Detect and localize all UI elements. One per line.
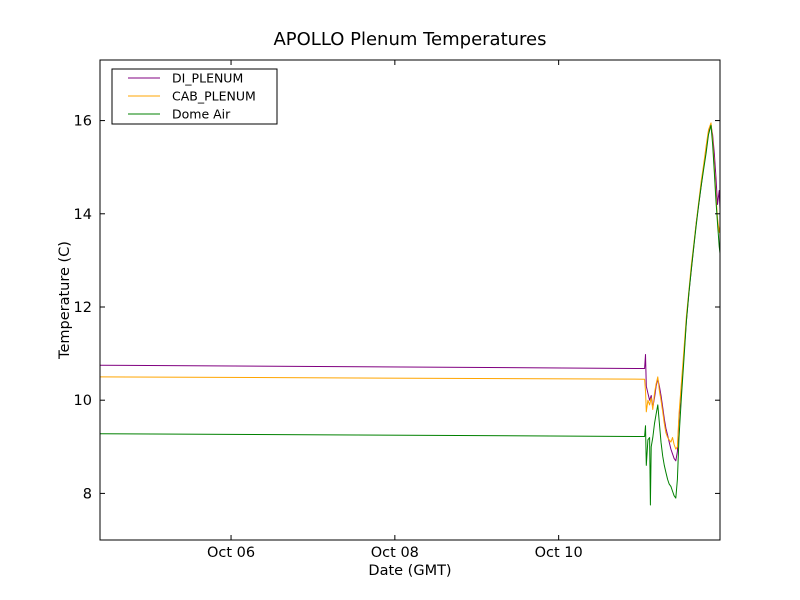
- y-tick-label: 12: [74, 300, 92, 316]
- x-tick-label: Oct 06: [207, 545, 255, 561]
- plot-area-frame: [99, 59, 721, 541]
- x-axis-label: Date (GMT): [368, 563, 451, 579]
- legend-label-di-plenum: DI_PLENUM: [172, 71, 243, 86]
- axis-ticks: Oct 06 Oct 08 Oct 10 8 10 12 14 16: [74, 60, 720, 561]
- x-tick-label: Oct 08: [371, 545, 419, 561]
- legend-label-dome-air: Dome Air: [172, 107, 231, 122]
- series-line-cab-plenum: [99, 122, 721, 450]
- series-line-dome-air: [99, 124, 721, 506]
- y-tick-label: 14: [74, 207, 92, 223]
- chart-title: APOLLO Plenum Temperatures: [273, 29, 546, 50]
- y-axis-label: Temperature (C): [57, 241, 73, 360]
- y-tick-label: 10: [74, 393, 92, 409]
- y-tick-label: 16: [74, 114, 92, 130]
- y-tick-label: 8: [83, 486, 92, 502]
- series-group: [99, 122, 721, 506]
- legend: DI_PLENUM CAB_PLENUM Dome Air: [111, 68, 278, 125]
- x-tick-label: Oct 10: [535, 545, 583, 561]
- legend-label-cab-plenum: CAB_PLENUM: [172, 89, 256, 104]
